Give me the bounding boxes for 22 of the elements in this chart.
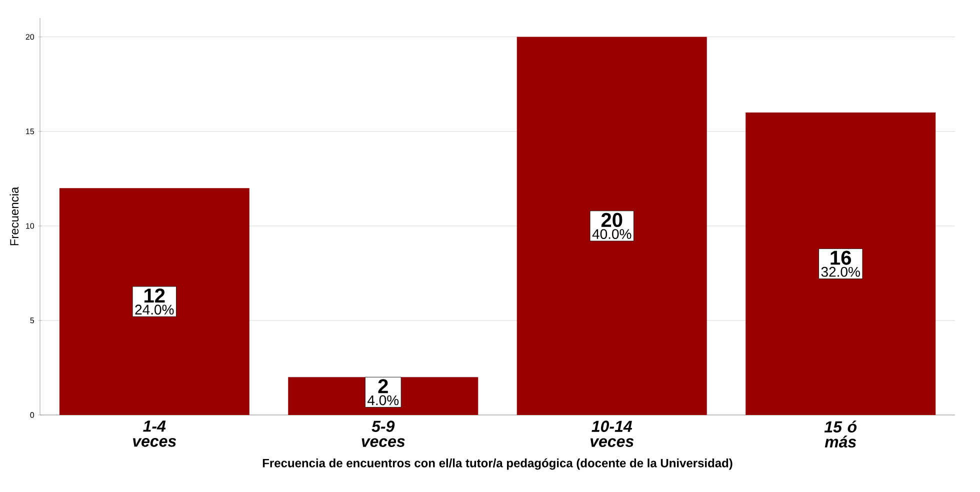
y-tick-label: 10 [26, 223, 34, 229]
annotation: 40.0% [592, 229, 632, 239]
bar [516, 36, 707, 415]
x-tick-label: 15 ó más [824, 420, 857, 448]
y-tick-label: 20 [26, 34, 34, 40]
y-tick-label: 15 [26, 128, 34, 134]
y-tick-label: 0 [30, 412, 34, 418]
x-tick-label: 5-9 veces [362, 420, 405, 447]
x-tick-label: 1-4 veces [133, 420, 176, 447]
data-label: 2 [378, 379, 388, 394]
data-label: 16 [830, 250, 852, 265]
annotation: 24.0% [135, 304, 174, 315]
data-label: 20 [601, 212, 622, 228]
data-label: 12 [144, 288, 165, 302]
annotation: 4.0% [367, 395, 399, 406]
bar [59, 188, 250, 415]
y-tick-label: 5 [30, 318, 34, 324]
x-tick-label: 10-14 veces [590, 420, 634, 447]
x-axis-title: Frecuencia de encuentros con el/la tutor/a pedagógica (docente de la Universidad) [262, 458, 732, 470]
y-axis-title: Frecuencia [10, 186, 19, 246]
annotation: 32.0% [821, 266, 860, 277]
bar [746, 112, 936, 415]
